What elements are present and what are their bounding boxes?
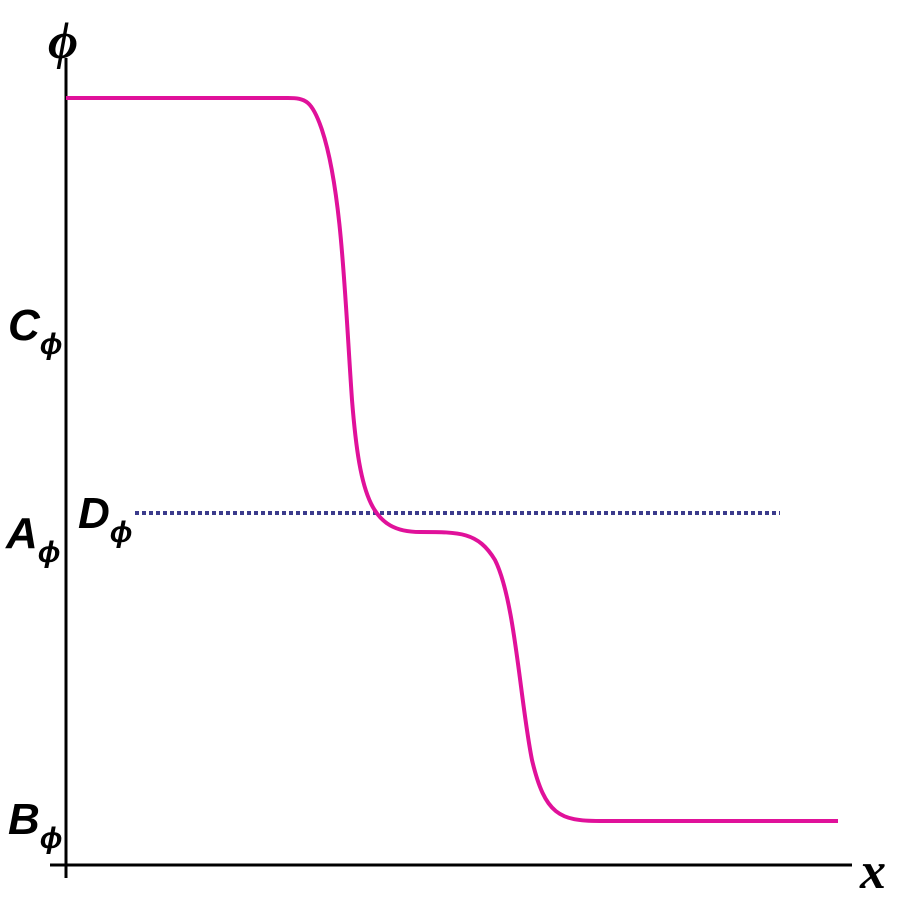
label-text: D [78,489,110,538]
label-text: C [8,301,41,350]
subscript: ϕ [40,328,63,361]
subscript: ϕ [40,822,63,855]
label-text: B [8,795,40,844]
subscript: ϕ [110,516,133,549]
subscript: ϕ [38,536,61,569]
annotation-label: Dϕ [78,489,133,549]
label-text: A [5,509,38,558]
y-axis-label: ϕ [48,13,78,70]
x-axis-label: x [859,843,886,900]
level-label: Cϕ [8,301,63,361]
level-label: Aϕ [5,509,61,569]
curve [66,96,838,823]
level-label: Bϕ [8,795,63,855]
